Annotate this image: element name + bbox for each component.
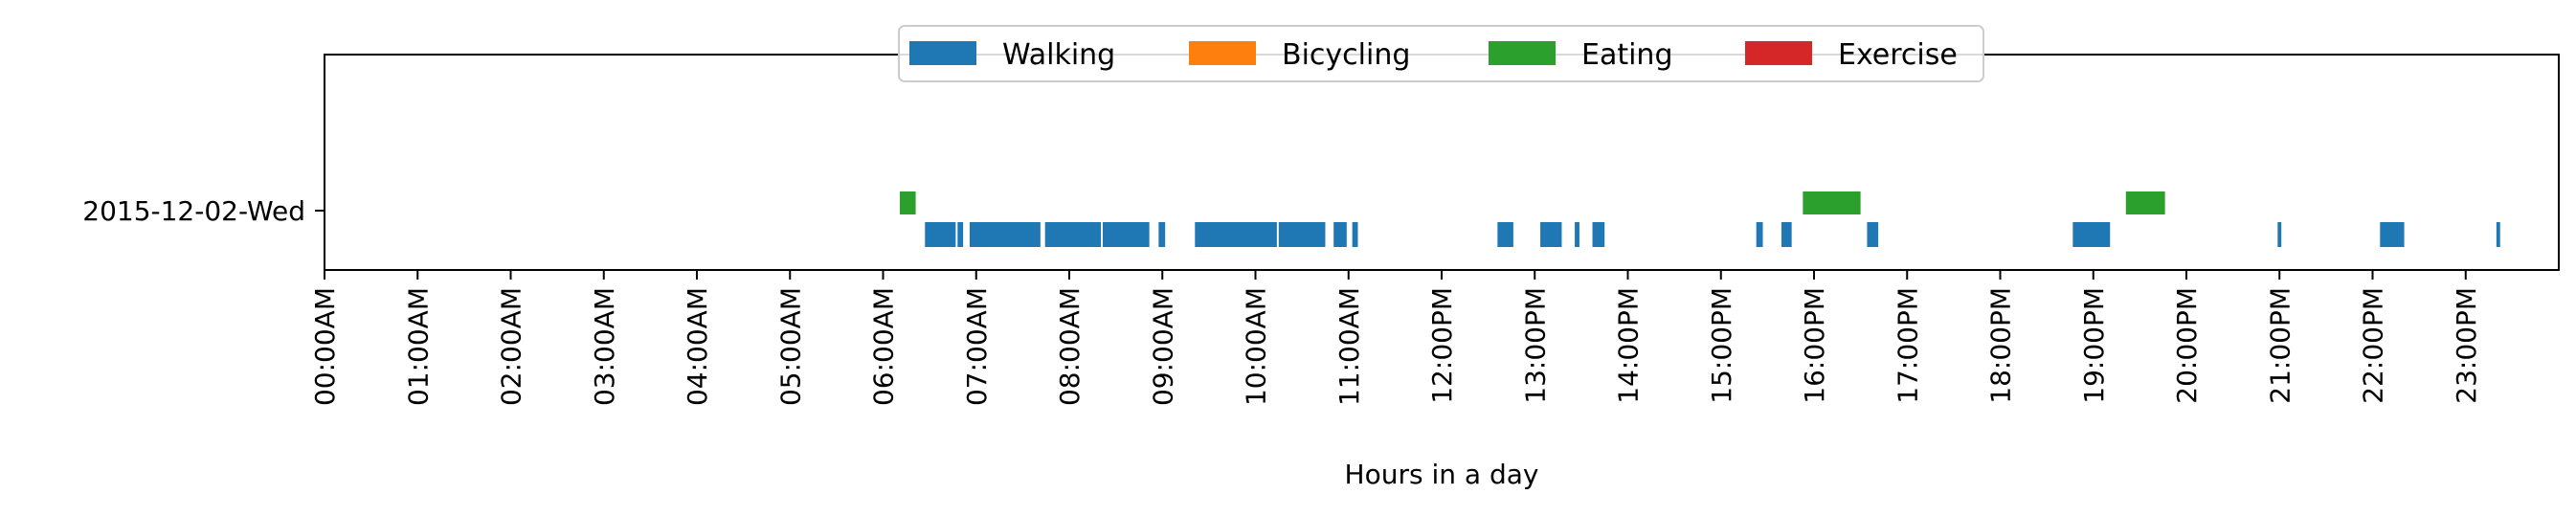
walking-bar <box>1103 222 1150 247</box>
x-tick-label: 02:00AM <box>496 287 527 406</box>
x-tick-label: 21:00PM <box>2264 287 2296 404</box>
legend-swatch-bicycling <box>1189 41 1256 65</box>
walking-bar <box>1195 222 1277 247</box>
x-tick-label: 08:00AM <box>1054 287 1086 406</box>
x-tick-label: 18:00PM <box>1985 287 2017 404</box>
x-tick-label: 12:00PM <box>1426 287 1458 404</box>
walking-bar <box>1781 222 1792 247</box>
walking-bar <box>969 222 1041 247</box>
walking-bar <box>1540 222 1562 247</box>
x-axis-label: Hours in a day <box>1345 459 1539 490</box>
walking-bar <box>1352 222 1358 247</box>
x-tick-label: 16:00PM <box>1799 287 1830 404</box>
x-tick-label: 06:00AM <box>868 287 900 406</box>
x-tick-label: 11:00AM <box>1333 287 1365 406</box>
walking-bar <box>1575 222 1579 247</box>
walking-bar <box>1592 222 1605 247</box>
eating-bar <box>2125 191 2165 214</box>
eating-bar <box>1803 191 1861 214</box>
legend-label-walking: Walking <box>1002 38 1115 72</box>
legend-label-bicycling: Bicycling <box>1282 38 1410 72</box>
legend: Walking Bicycling Eating Exercise <box>898 25 1984 82</box>
walking-bar <box>925 222 956 247</box>
x-tick-label: 17:00PM <box>1892 287 1923 404</box>
x-tick-label: 15:00PM <box>1706 287 1737 404</box>
legend-swatch-walking <box>909 41 976 65</box>
walking-bar <box>1333 222 1347 247</box>
walking-bar <box>1278 222 1326 247</box>
walking-bar <box>1497 222 1513 247</box>
x-tick-label: 00:00AM <box>309 287 341 406</box>
x-tick-label: 01:00AM <box>402 287 434 406</box>
walking-bar <box>1158 222 1166 247</box>
legend-swatch-eating <box>1489 41 1556 65</box>
x-tick-label: 14:00PM <box>1613 287 1645 404</box>
eating-bar <box>900 191 916 214</box>
x-tick-label: 22:00PM <box>2358 287 2389 404</box>
y-tick-label: 2015-12-02-Wed <box>82 195 305 227</box>
legend-label-eating: Eating <box>1581 38 1673 72</box>
walking-bar <box>1044 222 1102 247</box>
walking-bar <box>1867 222 1879 247</box>
walking-bar <box>2380 222 2405 247</box>
x-tick-label: 13:00PM <box>1519 287 1551 404</box>
x-tick-label: 19:00PM <box>2078 287 2110 404</box>
walking-bar <box>2496 222 2500 247</box>
walking-bar <box>2277 222 2282 247</box>
plot-frame <box>324 54 2560 271</box>
walking-bar <box>2072 222 2111 247</box>
x-tick-label: 07:00AM <box>961 287 993 406</box>
legend-swatch-exercise <box>1745 41 1812 65</box>
walking-bar <box>1756 222 1763 247</box>
x-axis-ticks: 00:00AM 01:00AM 02:00AM 03:00AM 04:00AM 05:00… <box>309 270 2482 406</box>
activity-bars <box>900 191 2500 247</box>
x-tick-label: 20:00PM <box>2171 287 2203 404</box>
x-tick-label: 09:00AM <box>1147 287 1178 406</box>
walking-bar <box>957 222 964 247</box>
x-tick-label: 23:00PM <box>2451 287 2482 404</box>
legend-box <box>898 25 1984 82</box>
y-axis-ticks: 2015-12-02-Wed <box>82 195 325 227</box>
x-tick-label: 04:00AM <box>682 287 713 406</box>
legend-label-exercise: Exercise <box>1838 38 1958 72</box>
x-tick-label: 10:00AM <box>1241 287 1272 406</box>
x-tick-label: 05:00AM <box>774 287 806 406</box>
x-tick-label: 03:00AM <box>589 287 620 406</box>
